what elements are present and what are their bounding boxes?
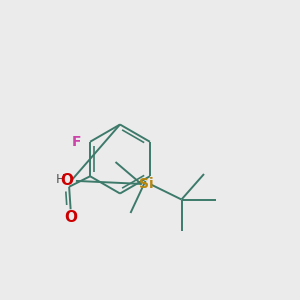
Text: O: O	[64, 210, 77, 225]
Text: Si: Si	[139, 177, 153, 191]
Text: O: O	[60, 173, 74, 188]
Text: H: H	[56, 173, 65, 186]
Text: F: F	[72, 135, 81, 149]
